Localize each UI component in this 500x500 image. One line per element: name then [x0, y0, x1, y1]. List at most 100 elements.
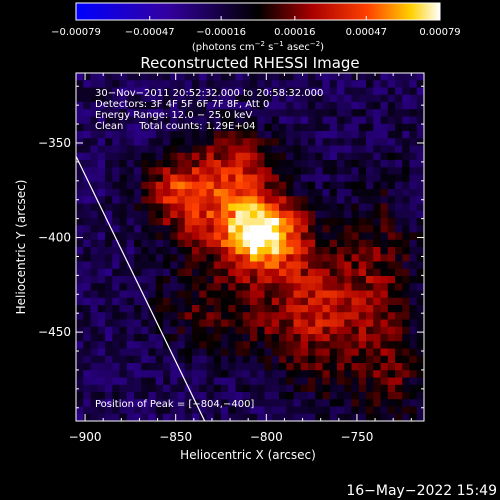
heatmap-cell	[373, 305, 382, 313]
heatmap-cell	[97, 123, 106, 132]
heatmap-cell	[366, 326, 374, 335]
heatmap-cell	[206, 247, 215, 255]
heatmap-cell	[387, 174, 396, 183]
heatmap-cell	[308, 297, 316, 306]
heatmap-cell	[344, 225, 353, 234]
heatmap-cell	[235, 305, 244, 313]
heatmap-cell	[315, 203, 324, 212]
heatmap-cell	[351, 239, 360, 248]
heatmap-cell	[192, 80, 200, 89]
heatmap-cell	[387, 406, 396, 415]
heatmap-cell	[416, 218, 424, 226]
heatmap-cell	[373, 210, 382, 219]
heatmap-cell	[235, 210, 244, 219]
heatmap-cell	[373, 363, 382, 371]
heatmap-cell	[322, 123, 331, 132]
heatmap-cell	[126, 392, 135, 400]
heatmap-cell	[228, 297, 237, 306]
heatmap-cell	[105, 174, 113, 183]
heatmap-cell	[112, 276, 121, 284]
heatmap-cell	[206, 341, 215, 350]
heatmap-cell	[344, 102, 353, 110]
heatmap-cell	[380, 138, 389, 147]
heatmap-cell	[308, 341, 316, 350]
heatmap-cell	[97, 268, 106, 277]
heatmap-cell	[351, 305, 360, 313]
y-tick-label: −450	[38, 325, 71, 339]
heatmap-cell	[76, 276, 84, 284]
heatmap-cell	[344, 319, 353, 328]
heatmap-cell	[105, 268, 113, 277]
heatmap-cell	[358, 399, 367, 408]
heatmap-cell	[395, 276, 403, 284]
heatmap-cell	[105, 377, 113, 386]
heatmap-cell	[322, 363, 331, 371]
heatmap-cell	[221, 384, 229, 393]
heatmap-cell	[235, 239, 244, 248]
heatmap-cell	[402, 283, 411, 292]
heatmap-cell	[300, 73, 309, 81]
heatmap-cell	[76, 131, 84, 139]
heatmap-cell	[76, 341, 84, 350]
heatmap-cell	[177, 326, 186, 335]
heatmap-cell	[366, 218, 374, 226]
heatmap-cell	[235, 283, 244, 292]
heatmap-cell	[90, 225, 99, 234]
heatmap-cell	[76, 334, 84, 342]
heatmap-cell	[380, 87, 389, 96]
heatmap-cell	[387, 232, 396, 241]
heatmap-cell	[380, 203, 389, 212]
heatmap-cell	[155, 73, 164, 81]
heatmap-cell	[134, 196, 142, 205]
heatmap-cell	[300, 87, 309, 96]
heatmap-cell	[177, 102, 186, 110]
heatmap-cell	[126, 247, 135, 255]
heatmap-cell	[257, 406, 266, 415]
heatmap-cell	[366, 363, 374, 371]
heatmap-cell	[293, 377, 302, 386]
heatmap-cell	[206, 145, 215, 154]
heatmap-cell	[387, 102, 396, 110]
heatmap-cell	[177, 305, 186, 313]
heatmap-cell	[228, 305, 237, 313]
heatmap-cell	[221, 102, 229, 110]
heatmap-cell	[184, 399, 193, 408]
heatmap-cell	[177, 174, 186, 183]
heatmap-cell	[184, 160, 193, 168]
heatmap-cell	[308, 109, 316, 118]
heatmap-cell	[366, 406, 374, 415]
heatmap-cell	[163, 283, 171, 292]
heatmap-cell	[395, 145, 403, 154]
heatmap-cell	[119, 377, 128, 386]
heatmap-cell	[387, 297, 396, 306]
heatmap-cell	[337, 218, 345, 226]
heatmap-cell	[358, 283, 367, 292]
heatmap-cell	[134, 290, 142, 299]
heatmap-cell	[300, 413, 309, 421]
heatmap-cell	[105, 348, 113, 357]
heatmap-cell	[126, 312, 135, 321]
heatmap-cell	[257, 174, 266, 183]
heatmap-cell	[90, 116, 99, 125]
heatmap-cell	[300, 218, 309, 226]
heatmap-cell	[416, 334, 424, 342]
heatmap-cell	[192, 247, 200, 255]
heatmap-cell	[329, 160, 338, 168]
heatmap-cell	[126, 319, 135, 328]
heatmap-cell	[213, 377, 222, 386]
heatmap-cell	[192, 160, 200, 168]
heatmap-cell	[416, 392, 424, 400]
heatmap-cell	[119, 138, 128, 147]
heatmap-cell	[126, 160, 135, 168]
heatmap-cell	[380, 152, 389, 161]
heatmap-cell	[322, 341, 331, 350]
heatmap-cell	[184, 290, 193, 299]
heatmap-cell	[351, 152, 360, 161]
heatmap-cell	[112, 232, 121, 241]
heatmap-cell	[409, 305, 418, 313]
heatmap-cell	[221, 189, 229, 197]
heatmap-cell	[155, 384, 164, 393]
heatmap-cell	[126, 290, 135, 299]
heatmap-cell	[387, 326, 396, 335]
heatmap-cell	[366, 392, 374, 400]
